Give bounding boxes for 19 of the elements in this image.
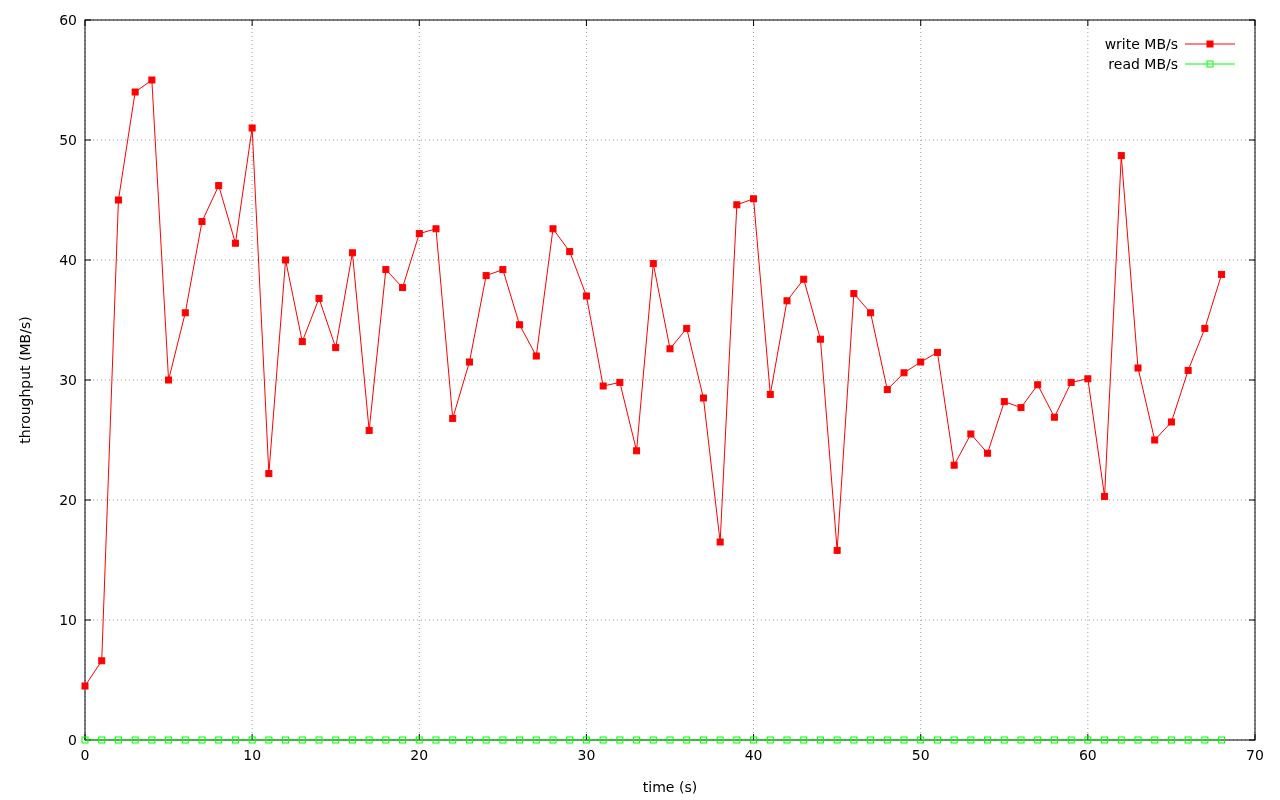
legend-label: write MB/s [1104, 36, 1178, 52]
x-tick-label: 30 [577, 747, 596, 763]
y-tick-label: 0 [68, 732, 77, 748]
x-tick-label: 20 [410, 747, 429, 763]
x-tick-label: 0 [80, 747, 90, 763]
y-axis-title: throughput (MB/s) [17, 316, 33, 444]
y-tick-label: 10 [59, 612, 77, 628]
legend-label: read MB/s [1108, 56, 1178, 72]
y-tick-label: 40 [59, 252, 77, 268]
x-tick-label: 60 [1078, 747, 1097, 763]
y-tick-label: 50 [59, 132, 77, 148]
x-tick-label: 50 [911, 747, 930, 763]
x-tick-label: 40 [744, 747, 763, 763]
x-axis-title: time (s) [642, 779, 698, 795]
x-tick-label: 10 [243, 747, 262, 763]
y-tick-label: 30 [59, 372, 77, 388]
x-tick-label: 70 [1246, 747, 1264, 763]
y-tick-label: 60 [59, 12, 77, 28]
y-tick-label: 20 [59, 492, 77, 508]
